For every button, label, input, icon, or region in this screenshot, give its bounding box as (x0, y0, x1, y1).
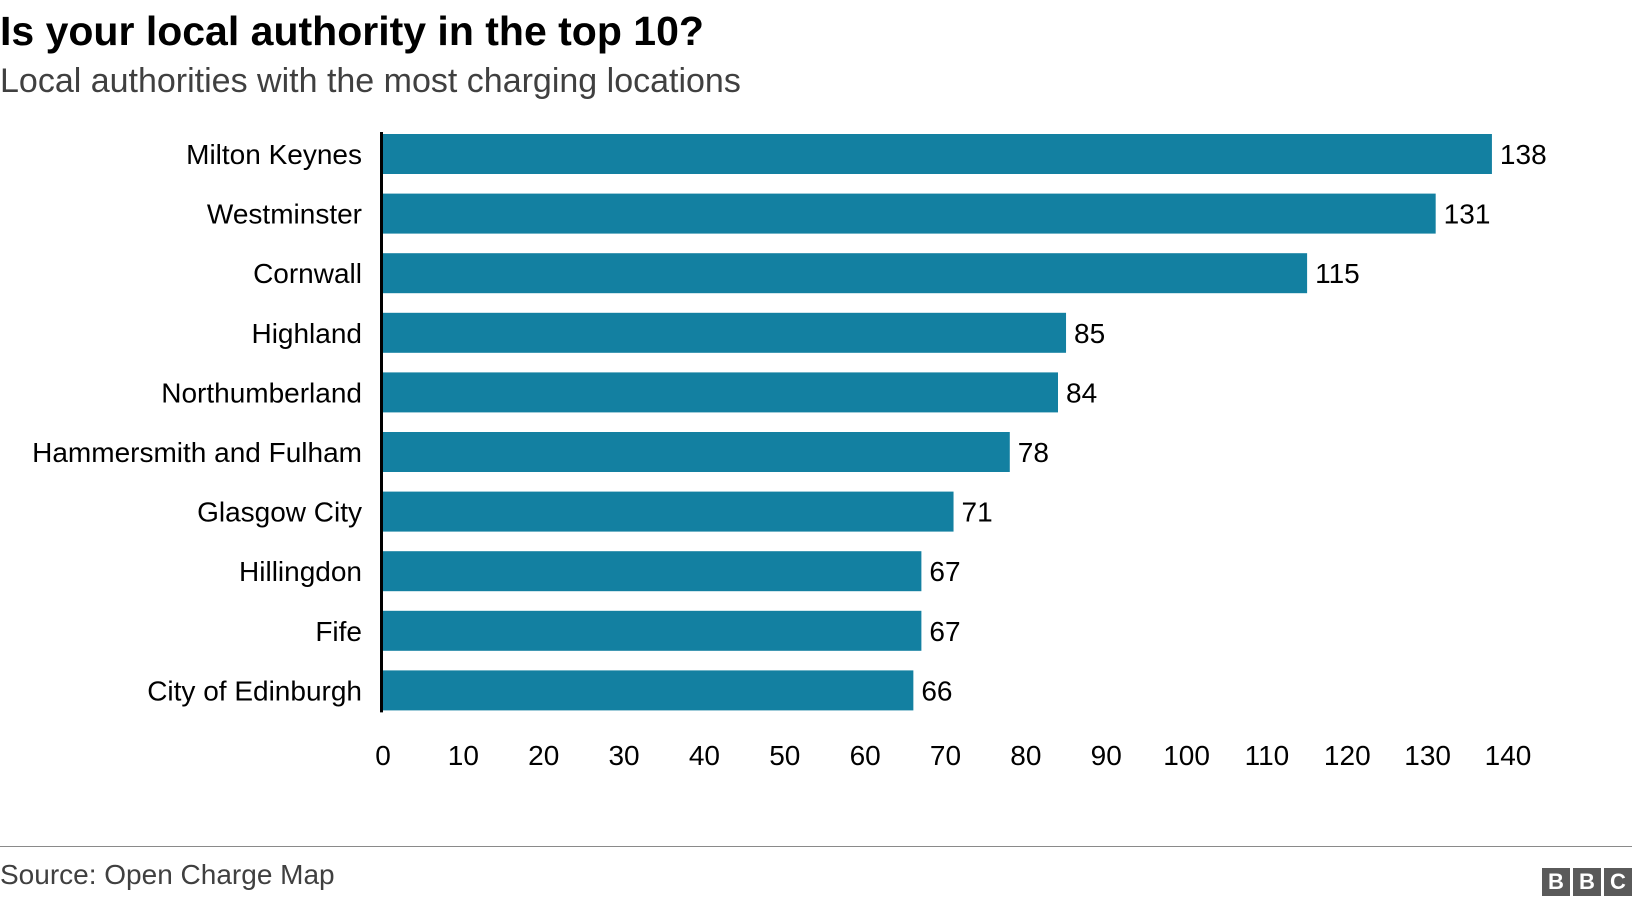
category-label: City of Edinburgh (147, 675, 362, 706)
x-tick-label: 100 (1163, 740, 1210, 771)
bar (383, 551, 922, 592)
category-label: Milton Keynes (186, 139, 362, 170)
bar (383, 432, 1010, 472)
chart-subtitle: Local authorities with the most charging… (0, 62, 741, 100)
x-tick-label: 30 (608, 740, 639, 771)
source-note: Source: Open Charge Map (0, 859, 335, 890)
x-tick-label: 110 (1245, 740, 1290, 771)
data-label: 115 (1315, 258, 1360, 289)
data-label: 84 (1066, 377, 1097, 408)
bar (383, 670, 914, 711)
logo-letter-c: C (1604, 868, 1632, 896)
data-label: 85 (1074, 318, 1105, 349)
x-tick-label: 70 (930, 740, 961, 771)
footer-divider (0, 846, 1632, 847)
x-tick-label: 130 (1404, 740, 1451, 771)
bar-chart: Milton Keynes 138 Westminster 131 Cornwall 11… (32, 132, 1547, 771)
bar (383, 193, 1436, 234)
x-tick-label: 120 (1324, 740, 1371, 771)
x-tick-label: 90 (1091, 740, 1122, 771)
data-label: 67 (929, 556, 960, 587)
bar (383, 491, 954, 532)
x-tick-label: 0 (375, 740, 391, 771)
category-label: Hillingdon (239, 556, 362, 587)
data-label: 71 (962, 497, 993, 528)
logo-letter-b1: B (1542, 868, 1570, 896)
category-label: Glasgow City (197, 497, 362, 528)
bar (383, 134, 1492, 174)
data-label: 131 (1444, 199, 1491, 230)
category-label: Westminster (207, 199, 362, 230)
logo-letter-b2: B (1573, 868, 1601, 896)
category-label: Northumberland (161, 377, 362, 408)
x-tick-label: 10 (448, 740, 479, 771)
x-tick-label: 60 (850, 740, 881, 771)
data-label: 78 (1018, 437, 1049, 468)
data-label: 66 (921, 675, 952, 706)
bar (383, 312, 1067, 353)
bbc-logo: B B C (1542, 868, 1632, 896)
x-tick-label: 40 (689, 740, 720, 771)
chart-title: Is your local authority in the top 10? (0, 8, 704, 54)
category-label: Hammersmith and Fulham (32, 437, 362, 468)
x-tick-label: 80 (1010, 740, 1041, 771)
category-label: Fife (315, 616, 362, 647)
x-tick-label: 50 (769, 740, 800, 771)
data-label: 67 (929, 616, 960, 647)
bar (383, 610, 922, 651)
x-tick-label: 20 (528, 740, 559, 771)
x-tick-label: 140 (1485, 740, 1532, 771)
data-label: 138 (1500, 139, 1547, 170)
bar (383, 372, 1058, 413)
category-label: Highland (251, 318, 362, 349)
category-label: Cornwall (253, 258, 362, 289)
bar (383, 253, 1308, 294)
